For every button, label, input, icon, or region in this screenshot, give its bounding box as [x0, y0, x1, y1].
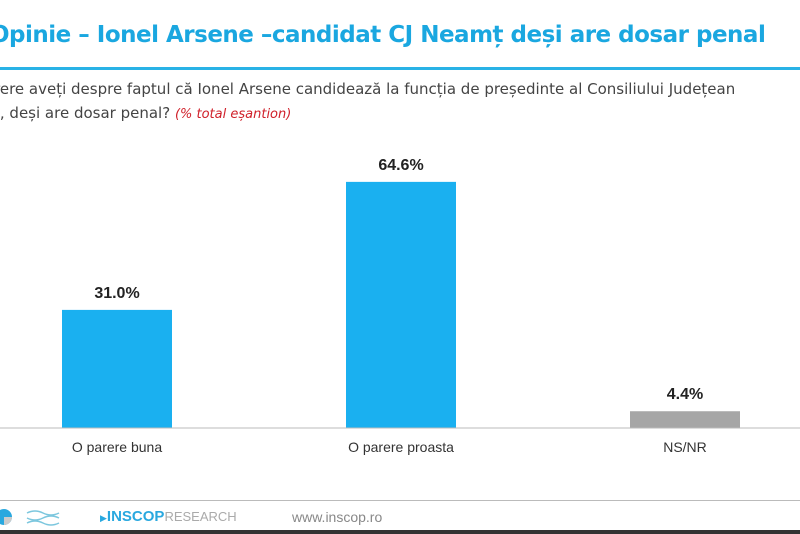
title-rule	[0, 67, 800, 70]
question-line-2: ț, deși are dosar penal? (% total eșanti…	[0, 104, 291, 122]
footer-url[interactable]: www.inscop.ro	[292, 509, 383, 525]
logo-icon	[0, 509, 60, 526]
bar-1	[346, 181, 456, 428]
question-text: ț, deși are dosar penal?	[0, 104, 171, 122]
bar-0	[62, 309, 172, 428]
data-label-0: 31.0%	[94, 285, 139, 302]
footer-brand: ▶INSCOPRESEARCH	[100, 508, 237, 525]
data-label-2: 4.4%	[667, 386, 703, 403]
question-line-1: rere aveți despre faptul că Ionel Arsene…	[0, 80, 736, 98]
category-label-2: NS/NR	[663, 439, 707, 455]
footer-divider	[0, 500, 800, 501]
data-label-1: 64.6%	[378, 157, 423, 174]
slide-title: Opinie – Ionel Arsene –candidat CJ Neamț…	[0, 22, 766, 48]
question-note: (% total eșantion)	[174, 107, 292, 122]
bottom-bar	[0, 530, 800, 534]
category-label-1: O parere proasta	[348, 439, 454, 455]
category-label-0: O parere buna	[72, 439, 162, 455]
bar-2	[630, 411, 740, 428]
bar-chart: 31.0% O parere buna 64.6% O parere proasta 4…	[0, 157, 800, 455]
